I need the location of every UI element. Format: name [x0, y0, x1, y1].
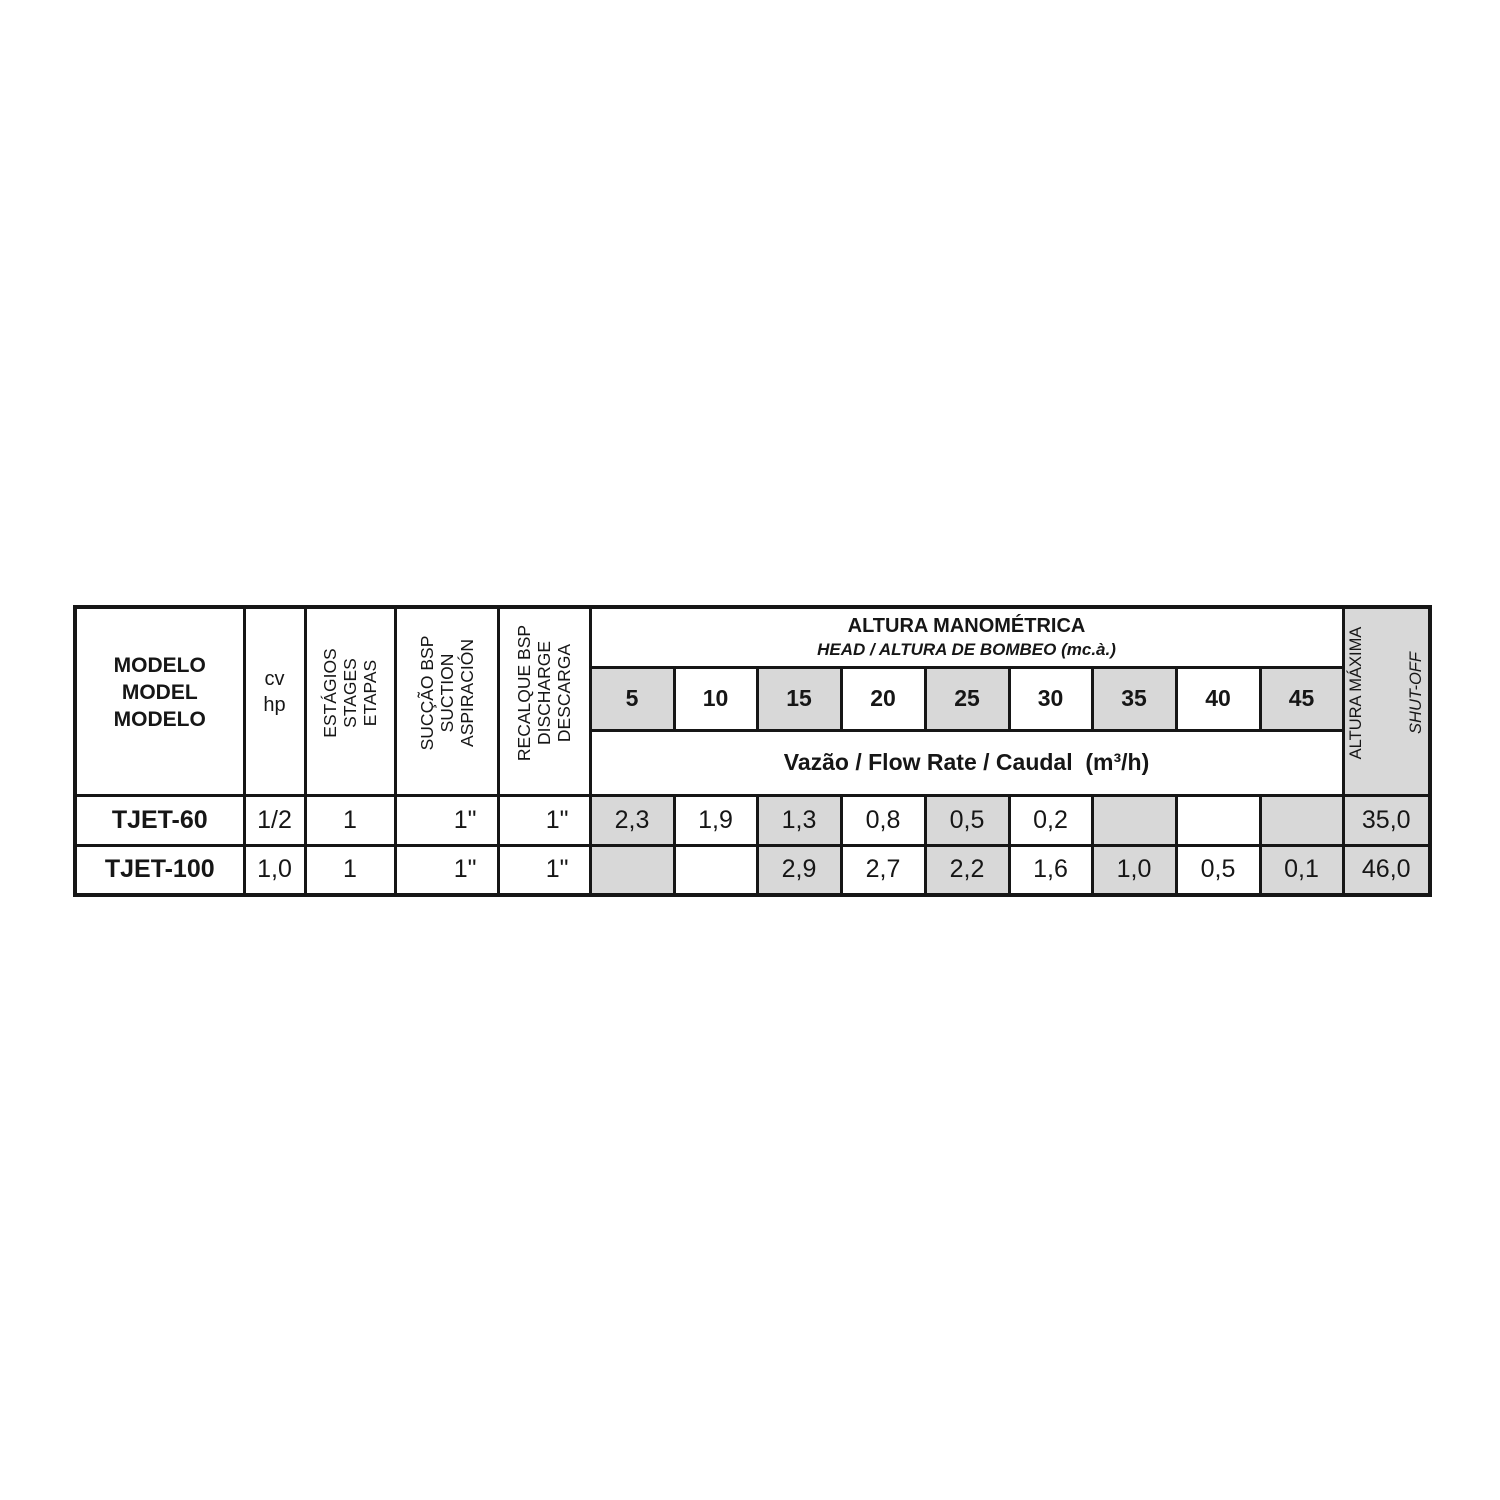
- head-value-5: 5: [588, 665, 676, 732]
- col-header-stages-label: ESTÁGIOS STAGES ETAPAS: [320, 648, 380, 738]
- flow-cell-45: [1258, 793, 1345, 847]
- discharge-cell: 1": [496, 793, 592, 847]
- flow-cell-15: 1,3: [755, 793, 843, 847]
- pump-spec-table: MODELO MODEL MODELO cv hp ESTÁGIOS STAGE…: [73, 605, 1432, 897]
- head-value-20: 20: [839, 665, 927, 732]
- header-row-title: MODELO MODEL MODELO cv hp ESTÁGIOS STAGE…: [73, 605, 1432, 797]
- flow-cell-10: [672, 843, 759, 897]
- col-header-model: MODELO MODEL MODELO: [73, 605, 246, 797]
- flow-cell-30: 1,6: [1007, 843, 1094, 897]
- col-header-shutoff: ALTURA MÁXIMA SHUT-OFF: [1341, 605, 1432, 797]
- flow-cell-30: 0,2: [1007, 793, 1094, 847]
- flow-cell-5: 2,3: [588, 793, 676, 847]
- head-value-15: 15: [755, 665, 843, 732]
- flow-cell-35: [1090, 793, 1178, 847]
- shutoff-cell: 35,0: [1341, 793, 1432, 847]
- head-value-30: 30: [1007, 665, 1094, 732]
- header-row-flow-label: Vazão / Flow Rate / Caudal (m³/h): [75, 728, 1430, 797]
- head-title: ALTURA MANOMÉTRICA: [847, 614, 1086, 637]
- head-value-40: 40: [1174, 665, 1262, 732]
- suction-cell: 1": [393, 843, 500, 897]
- shutoff-cell: 46,0: [1341, 843, 1432, 897]
- flow-cell-20: 2,7: [839, 843, 927, 897]
- col-header-suction-label: SUCÇÃO BSP SUCTION ASPIRACIÓN: [416, 635, 477, 751]
- flow-cell-25: 2,2: [923, 843, 1011, 897]
- power-cell: 1,0: [242, 843, 307, 897]
- flow-cell-5: [588, 843, 676, 897]
- head-subtitle: HEAD / ALTURA DE BOMBEO (mc.à.): [817, 639, 1116, 659]
- power-cell: 1/2: [242, 793, 307, 847]
- head-value-35: 35: [1090, 665, 1178, 732]
- stages-cell: 1: [303, 843, 397, 897]
- col-header-discharge-label: RECALQUE BSP DISCHARGE DESCARGA: [514, 625, 574, 762]
- flow-cell-40: 0,5: [1174, 843, 1262, 897]
- stages-cell: 1: [303, 793, 397, 847]
- model-name-cell: TJET-60: [73, 793, 246, 847]
- col-header-suction: SUCÇÃO BSP SUCTION ASPIRACIÓN: [393, 605, 500, 797]
- head-section-title: ALTURA MANOMÉTRICA HEAD / ALTURA DE BOMB…: [588, 605, 1345, 669]
- flow-cell-45: 0,1: [1258, 843, 1345, 897]
- shutoff-label-line2: SHUT-OFF: [1407, 652, 1426, 735]
- col-header-shutoff-label: ALTURA MÁXIMA SHUT-OFF: [1346, 626, 1427, 760]
- model-name-cell: TJET-100: [73, 843, 246, 897]
- flow-cell-10: 1,9: [672, 793, 759, 847]
- table-row-tjet-60: TJET-60 1/2 1 1" 1" 2,3 1,9 1,3 0,8 0,5 …: [73, 793, 1432, 847]
- flow-cell-40: [1174, 793, 1262, 847]
- col-header-discharge: RECALQUE BSP DISCHARGE DESCARGA: [496, 605, 592, 797]
- flow-cell-20: 0,8: [839, 793, 927, 847]
- flow-cell-25: 0,5: [923, 793, 1011, 847]
- head-value-45: 45: [1258, 665, 1345, 732]
- flow-cell-15: 2,9: [755, 843, 843, 897]
- table-row-tjet-100: TJET-100 1,0 1 1" 1" 2,9 2,7 2,2 1,6 1,0…: [73, 843, 1432, 897]
- flow-cell-35: 1,0: [1090, 843, 1178, 897]
- col-header-stages: ESTÁGIOS STAGES ETAPAS: [303, 605, 397, 797]
- discharge-cell: 1": [496, 843, 592, 897]
- suction-cell: 1": [393, 793, 500, 847]
- head-value-25: 25: [923, 665, 1011, 732]
- shutoff-label-line1: ALTURA MÁXIMA: [1347, 626, 1366, 760]
- col-header-power: cv hp: [242, 605, 307, 797]
- header-row-head-values: 5 10 15 20 25 30 35 40 45: [75, 665, 1430, 732]
- flow-axis-label: Vazão / Flow Rate / Caudal (m³/h): [588, 728, 1345, 797]
- head-value-10: 10: [672, 665, 759, 732]
